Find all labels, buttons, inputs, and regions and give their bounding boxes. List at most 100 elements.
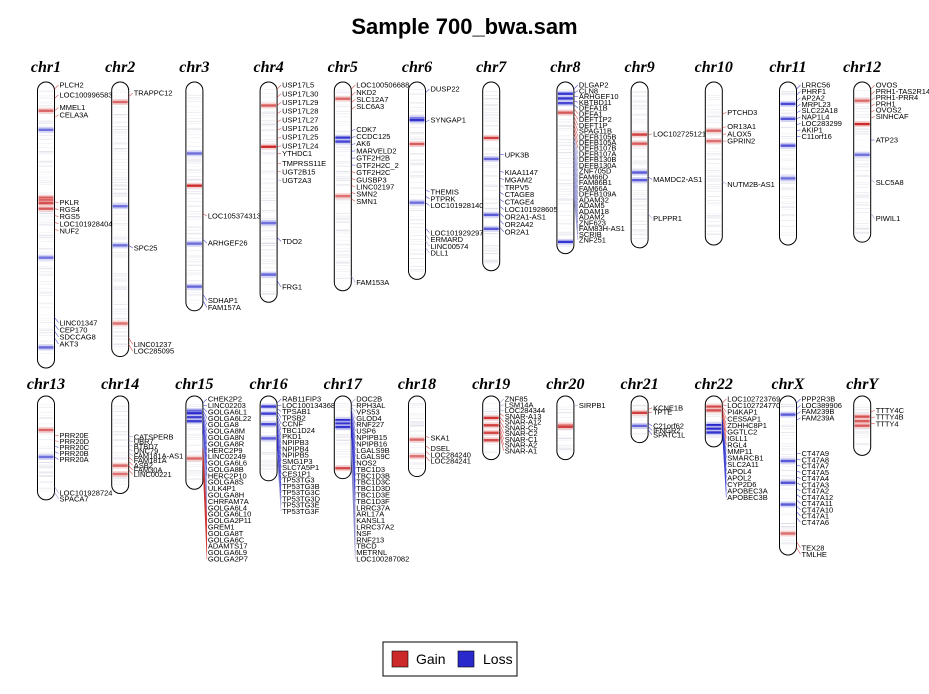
gene-label: LOC284241: [431, 457, 471, 466]
gene-label: LINC02203: [208, 401, 246, 410]
gene-connector: [277, 179, 282, 181]
gene-connector: [277, 136, 282, 139]
gene-connector: [351, 84, 356, 90]
gene-connector: [796, 494, 801, 498]
gene-label: GOLGA2P11: [208, 516, 252, 525]
gene-label: CHEK2P2: [208, 395, 242, 404]
gene-connector: [573, 175, 579, 212]
gene-connector: [647, 422, 653, 427]
gene-connector: [499, 430, 504, 446]
gene-label: ARHGEF26: [208, 239, 248, 248]
gene-label: SNAR-C2: [505, 429, 538, 438]
loss-region: [557, 97, 573, 100]
gene-label: CT47A8: [802, 455, 830, 464]
gene-label: SMG1P3: [282, 457, 312, 466]
gene-label: TMLHE: [802, 550, 827, 559]
gene-label: USP17L27: [282, 115, 318, 124]
gene-connector: [796, 123, 801, 126]
chromosome-label: chr3: [179, 59, 209, 76]
gene-connector: [870, 84, 875, 90]
loss-region: [557, 101, 573, 105]
gene-label: DEFB130B: [579, 155, 617, 164]
legend-gain-label: Gain: [416, 651, 446, 667]
chromosome-body: [185, 81, 204, 312]
gene-label: MRPL23: [802, 100, 831, 109]
gene-label: NSF: [356, 529, 371, 538]
chromosome-label: chr12: [843, 59, 881, 76]
gene-label: USP6: [356, 427, 376, 436]
gene-connector: [796, 517, 801, 523]
gene-connector: [276, 398, 282, 404]
gene-label: CDK7: [356, 125, 376, 134]
gene-connector: [647, 407, 653, 410]
gene-connector: [499, 219, 504, 225]
gene-connector: [573, 148, 579, 172]
chromosome-body: [630, 395, 649, 444]
gene-connector: [870, 97, 875, 101]
gain-region: [632, 133, 648, 136]
chromosome-chr6: chr6 DUSP22 SYNGAP1 THEMISPTPRKLOC101928140…: [402, 59, 483, 280]
gain-region: [706, 405, 722, 408]
gene-label: CT47A1: [802, 512, 830, 521]
gene-connector: [425, 456, 430, 462]
loss-region: [186, 412, 202, 415]
loss-region: [854, 153, 870, 156]
gene-label: CLN8: [579, 86, 598, 95]
gene-connector: [573, 167, 579, 200]
gene-label: ZNF623: [579, 218, 606, 227]
gene-label: LOC102724770: [727, 401, 780, 410]
gene-connector: [722, 412, 727, 432]
chromosome-label: chr18: [398, 376, 436, 393]
loss-region: [483, 227, 499, 231]
gene-label: THEMIS: [431, 187, 459, 196]
gene-label: NPIPB3: [282, 438, 309, 447]
gene-label: TTTY4: [876, 419, 899, 428]
gene-label: NUTM2B-AS1: [727, 180, 775, 189]
gene-label: SLC12A7: [356, 95, 388, 104]
gene-connector: [351, 454, 356, 559]
loss-region: [261, 405, 277, 408]
gene-connector: [351, 417, 356, 444]
gene-connector: [499, 420, 504, 428]
gene-connector: [499, 205, 504, 210]
gene-label: LOC105374313: [208, 212, 261, 221]
gene-connector: [499, 198, 504, 203]
gene-label: SMN1: [356, 197, 377, 206]
gene-label: ALOX5: [727, 129, 751, 138]
gene-connector: [54, 330, 59, 338]
gene-connector: [202, 414, 208, 432]
gene-connector: [573, 144, 579, 166]
gene-label: DEFB130A: [579, 161, 617, 170]
gene-label: AK6: [356, 139, 370, 148]
loss-region: [335, 418, 351, 422]
gene-label: PHRF1: [802, 87, 827, 96]
loss-region: [261, 437, 277, 440]
gene-connector: [54, 84, 59, 90]
chromosome-chr15: chr15CHEK2P2LINC02203GOLGA6L1GOLGA6L22GO…: [175, 376, 251, 564]
gene-connector: [128, 452, 133, 456]
loss-region: [409, 118, 425, 122]
gene-connector: [351, 106, 356, 110]
gene-label: DOC2B: [356, 395, 382, 404]
gene-label: SLC5A8: [876, 178, 904, 187]
gene-connector: [276, 237, 282, 242]
gene-connector: [722, 181, 727, 185]
gene-connector: [276, 422, 282, 443]
gene-connector: [276, 93, 282, 98]
gene-connector: [796, 110, 801, 114]
gene-label: IFNGR2: [653, 426, 681, 435]
gene-connector: [276, 411, 282, 418]
gene-connector: [870, 109, 875, 113]
gene-connector: [647, 176, 653, 180]
gene-label: GOLGA6L4: [208, 503, 247, 512]
chromosome-body: [853, 81, 872, 243]
gene-connector: [425, 88, 430, 93]
gene-label: USP17L24: [282, 141, 318, 150]
gene-label: LINC02197: [356, 182, 394, 191]
gene-label: ARHGEF10: [579, 92, 619, 101]
gene-label: SLC6A3: [356, 102, 384, 111]
chromosome-label: chr19: [472, 376, 510, 393]
gene-connector: [499, 191, 504, 195]
